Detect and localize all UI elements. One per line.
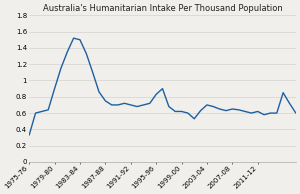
Title: Australia's Humanitarian Intake Per Thousand Population: Australia's Humanitarian Intake Per Thou…	[43, 4, 282, 13]
